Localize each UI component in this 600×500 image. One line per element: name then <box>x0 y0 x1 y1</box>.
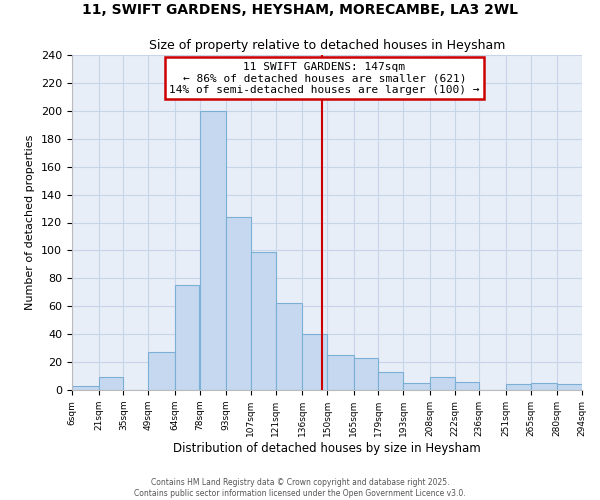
X-axis label: Distribution of detached houses by size in Heysham: Distribution of detached houses by size … <box>173 442 481 454</box>
Title: Size of property relative to detached houses in Heysham: Size of property relative to detached ho… <box>149 40 505 52</box>
Text: 11, SWIFT GARDENS, HEYSHAM, MORECAMBE, LA3 2WL: 11, SWIFT GARDENS, HEYSHAM, MORECAMBE, L… <box>82 2 518 16</box>
Bar <box>557 384 582 390</box>
Bar <box>275 304 302 390</box>
Bar <box>251 252 275 390</box>
Bar <box>353 358 379 390</box>
Bar <box>430 378 455 390</box>
Bar <box>455 382 479 390</box>
Bar <box>379 372 403 390</box>
Bar <box>175 286 199 390</box>
Bar <box>403 383 430 390</box>
Bar <box>506 384 530 390</box>
Bar <box>72 386 98 390</box>
Bar <box>148 352 175 390</box>
Bar <box>327 355 353 390</box>
Text: 11 SWIFT GARDENS: 147sqm
← 86% of detached houses are smaller (621)
14% of semi-: 11 SWIFT GARDENS: 147sqm ← 86% of detach… <box>169 62 480 95</box>
Bar <box>302 334 327 390</box>
Bar <box>530 383 557 390</box>
Y-axis label: Number of detached properties: Number of detached properties <box>25 135 35 310</box>
Bar <box>226 217 251 390</box>
Text: Contains HM Land Registry data © Crown copyright and database right 2025.
Contai: Contains HM Land Registry data © Crown c… <box>134 478 466 498</box>
Bar <box>98 378 124 390</box>
Bar <box>199 111 226 390</box>
